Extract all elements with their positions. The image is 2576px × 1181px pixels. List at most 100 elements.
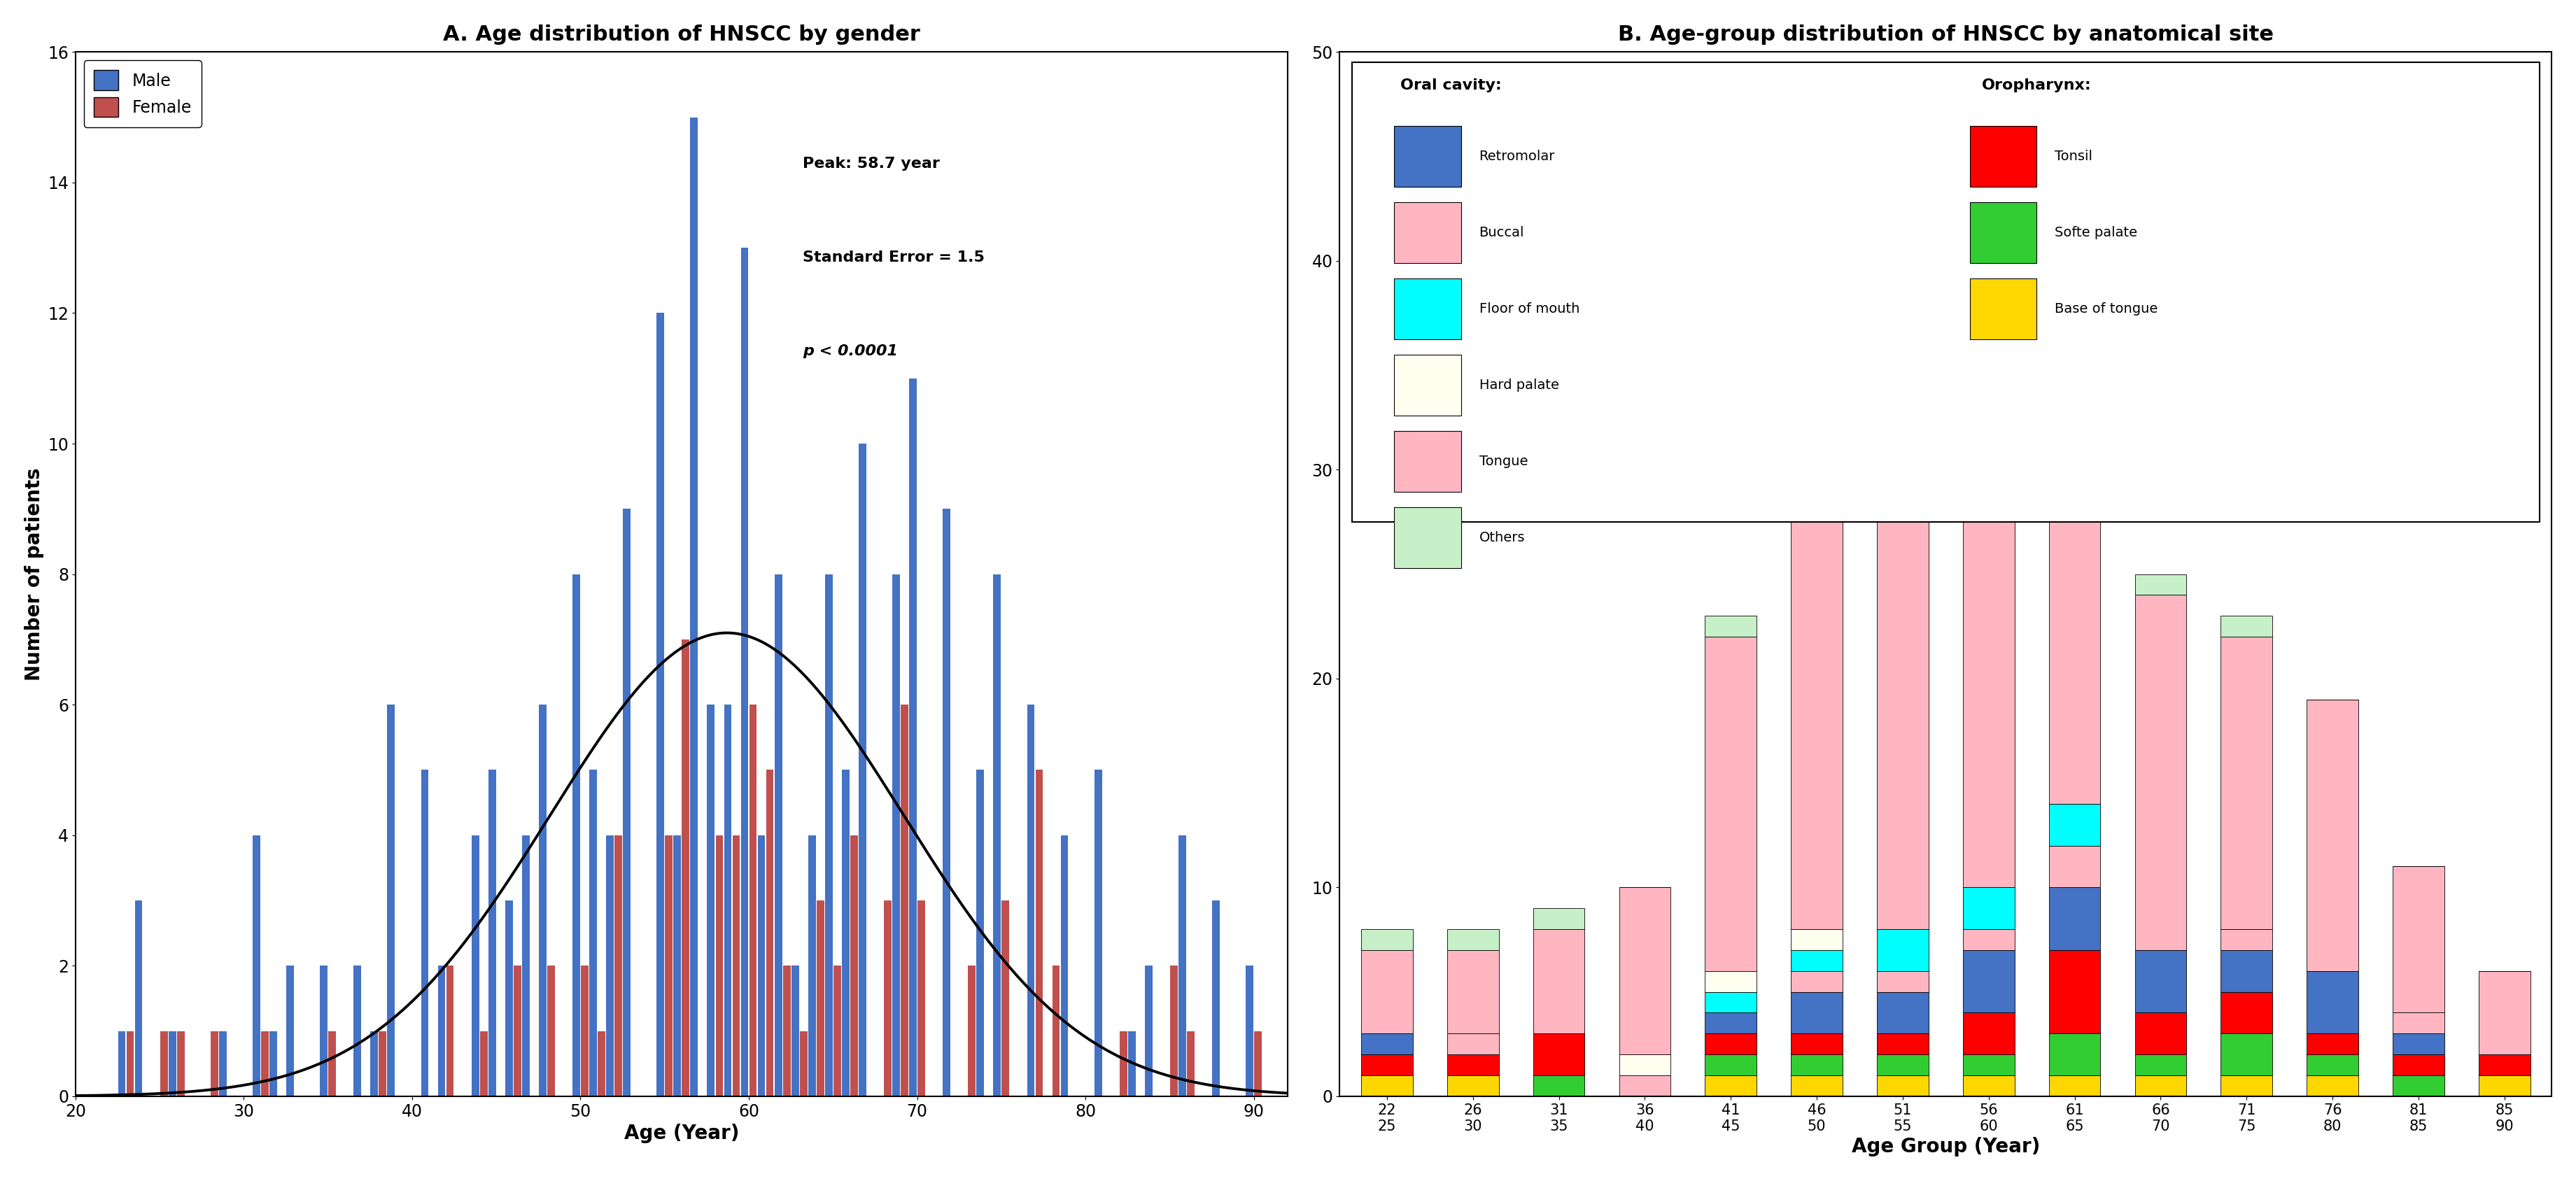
Bar	[1036, 770, 1043, 1096]
Bar	[371, 1031, 379, 1096]
Bar	[943, 509, 951, 1096]
Text: Retromolar: Retromolar	[1479, 150, 1556, 163]
Bar	[160, 1031, 167, 1096]
FancyBboxPatch shape	[1352, 63, 2540, 522]
Bar	[858, 444, 866, 1096]
Bar	[1790, 470, 1842, 929]
Bar	[1360, 1055, 1412, 1076]
Bar	[1878, 992, 1929, 1033]
Bar	[757, 835, 765, 1096]
Bar	[1448, 950, 1499, 1033]
Bar	[1448, 1055, 1499, 1076]
Bar	[2393, 1033, 2445, 1055]
Bar	[1360, 929, 1412, 950]
Bar	[1963, 1076, 2014, 1096]
Bar	[765, 770, 773, 1096]
Bar	[2136, 595, 2187, 950]
Text: Others: Others	[1479, 531, 1525, 544]
Bar	[590, 770, 598, 1096]
Bar	[1705, 971, 1757, 992]
Bar	[353, 966, 361, 1096]
Bar	[1002, 900, 1010, 1096]
Bar	[2393, 867, 2445, 1012]
Bar	[286, 966, 294, 1096]
Bar	[1620, 887, 1672, 1055]
Bar	[1790, 1033, 1842, 1055]
Bar	[1705, 992, 1757, 1012]
Bar	[2306, 1055, 2357, 1076]
FancyBboxPatch shape	[1394, 508, 1461, 568]
Bar	[489, 770, 497, 1096]
Bar	[2048, 804, 2099, 846]
Bar	[884, 900, 891, 1096]
Bar	[1448, 1076, 1499, 1096]
Bar	[1533, 1076, 1584, 1096]
Bar	[379, 1031, 386, 1096]
Bar	[2136, 574, 2187, 595]
Bar	[994, 574, 1002, 1096]
Bar	[1705, 637, 1757, 971]
Bar	[708, 705, 714, 1096]
Bar	[850, 835, 858, 1096]
Bar	[891, 574, 899, 1096]
Bar	[1963, 1055, 2014, 1076]
FancyBboxPatch shape	[1394, 202, 1461, 263]
Bar	[420, 770, 428, 1096]
Bar	[252, 835, 260, 1096]
Bar	[2048, 887, 2099, 950]
Bar	[2136, 1076, 2187, 1096]
Bar	[1790, 950, 1842, 971]
Bar	[219, 1031, 227, 1096]
Bar	[598, 1031, 605, 1096]
Bar	[126, 1031, 134, 1096]
Bar	[976, 770, 984, 1096]
FancyBboxPatch shape	[1971, 126, 2038, 187]
Bar	[605, 835, 613, 1096]
Bar	[2221, 950, 2272, 992]
Bar	[2221, 992, 2272, 1033]
X-axis label: Age Group (Year): Age Group (Year)	[1852, 1137, 2040, 1156]
Bar	[2221, 615, 2272, 637]
Text: Tongue: Tongue	[1479, 455, 1528, 468]
Bar	[538, 705, 546, 1096]
Bar	[1360, 950, 1412, 1033]
Bar	[690, 117, 698, 1096]
Bar	[505, 900, 513, 1096]
Bar	[1878, 1033, 1929, 1055]
Bar	[817, 900, 824, 1096]
Bar	[270, 1031, 278, 1096]
Bar	[616, 835, 623, 1096]
Bar	[260, 1031, 268, 1096]
Bar	[1790, 929, 1842, 950]
Bar	[2306, 699, 2357, 971]
Bar	[386, 705, 394, 1096]
Bar	[623, 509, 631, 1096]
Bar	[2306, 1076, 2357, 1096]
Bar	[1705, 615, 1757, 637]
Bar	[2478, 1076, 2530, 1096]
Bar	[2136, 950, 2187, 1012]
Bar	[546, 966, 554, 1096]
Bar	[523, 835, 531, 1096]
Bar	[1790, 992, 1842, 1033]
Bar	[683, 639, 690, 1096]
Bar	[917, 900, 925, 1096]
FancyBboxPatch shape	[1971, 279, 2038, 339]
Bar	[1705, 1012, 1757, 1033]
Bar	[2221, 637, 2272, 929]
Legend: Male, Female: Male, Female	[85, 60, 201, 128]
Bar	[1878, 490, 1929, 929]
Bar	[1255, 1031, 1262, 1096]
Text: Buccal: Buccal	[1479, 226, 1525, 240]
Bar	[724, 705, 732, 1096]
Bar	[1705, 1033, 1757, 1055]
Bar	[1620, 1076, 1672, 1096]
Bar	[1963, 324, 2014, 887]
Bar	[479, 1031, 487, 1096]
Bar	[775, 574, 783, 1096]
Bar	[438, 966, 446, 1096]
Bar	[572, 574, 580, 1096]
Bar	[1360, 1076, 1412, 1096]
Bar	[211, 1031, 219, 1096]
FancyBboxPatch shape	[1394, 431, 1461, 491]
